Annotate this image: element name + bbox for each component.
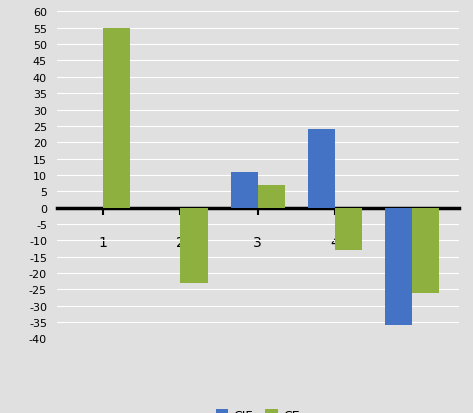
Bar <box>181 208 208 283</box>
Bar <box>412 208 439 293</box>
Bar <box>231 172 258 208</box>
Legend: CIF, CE: CIF, CE <box>211 404 305 413</box>
Bar <box>335 208 362 251</box>
Bar <box>258 185 285 208</box>
Bar <box>103 29 130 208</box>
Bar <box>385 208 412 325</box>
Bar <box>308 130 335 208</box>
